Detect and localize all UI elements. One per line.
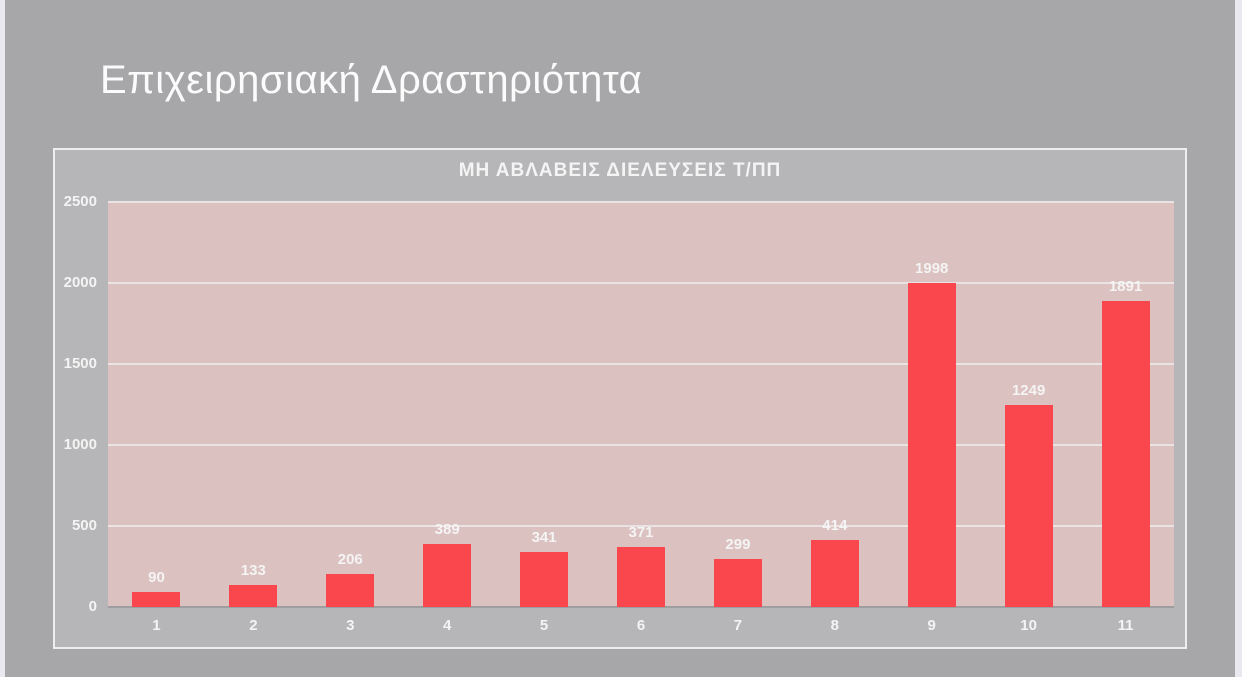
- x-axis-label: 9: [927, 617, 936, 634]
- x-axis-label: 7: [733, 617, 743, 634]
- gridline: [108, 363, 1174, 365]
- x-axis-label: 4: [443, 617, 452, 634]
- window-edge-left: [0, 0, 5, 677]
- gridline: [108, 282, 1174, 284]
- bar-value-label: 299: [725, 535, 751, 553]
- bar-value-label: 1891: [1108, 277, 1143, 295]
- chart-title: ΜΗ ΑΒΛΑΒΕΙΣ ΔΙΕΛΕΥΣΕΙΣ Τ/ΠΠ: [458, 160, 782, 181]
- bar-value-label: 90: [148, 569, 165, 587]
- bar: [617, 546, 665, 607]
- bar-value-label: 1249: [1011, 381, 1046, 399]
- x-axis-label: 6: [636, 617, 646, 634]
- x-axis-label: 8: [830, 617, 839, 634]
- y-axis-label: 500: [71, 517, 97, 534]
- x-axis-label: 3: [346, 617, 355, 634]
- bar-value-label: 389: [434, 520, 460, 538]
- gridline: [108, 444, 1174, 446]
- x-axis-label: 11: [1117, 617, 1134, 634]
- x-axis-label: 2: [249, 617, 258, 634]
- bar: [907, 283, 956, 607]
- bar-value-label: 133: [240, 562, 266, 580]
- bar: [1004, 404, 1053, 607]
- x-axis-label: 5: [539, 617, 549, 634]
- bar: [1101, 300, 1150, 607]
- bar: [423, 543, 472, 607]
- bar-value-label: 341: [531, 528, 557, 546]
- slide-title: Επιχειρησιακή Δραστηριότητα: [100, 58, 643, 102]
- bar: [229, 585, 278, 607]
- bar: [713, 558, 762, 607]
- y-axis-label: 0: [88, 598, 97, 615]
- chart-frame[interactable]: ΜΗ ΑΒΛΑΒΕΙΣ ΔΙΕΛΕΥΣΕΙΣ Τ/ΠΠ 90 133 206 389 3…: [53, 148, 1187, 649]
- plot-area: 90 133 206 389 341 371 299 414 1998 1249 1891: [108, 201, 1174, 608]
- y-axis-label: 2500: [63, 193, 97, 210]
- x-axis-label: 10: [1020, 617, 1037, 634]
- y-axis-label: 1500: [63, 355, 97, 372]
- gridline: [108, 201, 1174, 203]
- bar-value-label: 371: [628, 523, 654, 541]
- bar: [810, 539, 859, 607]
- y-axis-label: 2000: [63, 274, 97, 291]
- x-axis-label: 1: [152, 617, 161, 634]
- bar: [132, 592, 181, 607]
- x-axis-line: [108, 606, 1174, 608]
- bar-value-label: 1998: [915, 260, 949, 278]
- bar-value-label: 414: [822, 516, 848, 534]
- gridline: [108, 525, 1174, 527]
- window-edge-right: [1235, 0, 1242, 677]
- bar: [520, 551, 569, 607]
- y-axis-label: 1000: [63, 436, 97, 453]
- bar: [326, 573, 375, 607]
- bar-value-label: 206: [337, 550, 363, 568]
